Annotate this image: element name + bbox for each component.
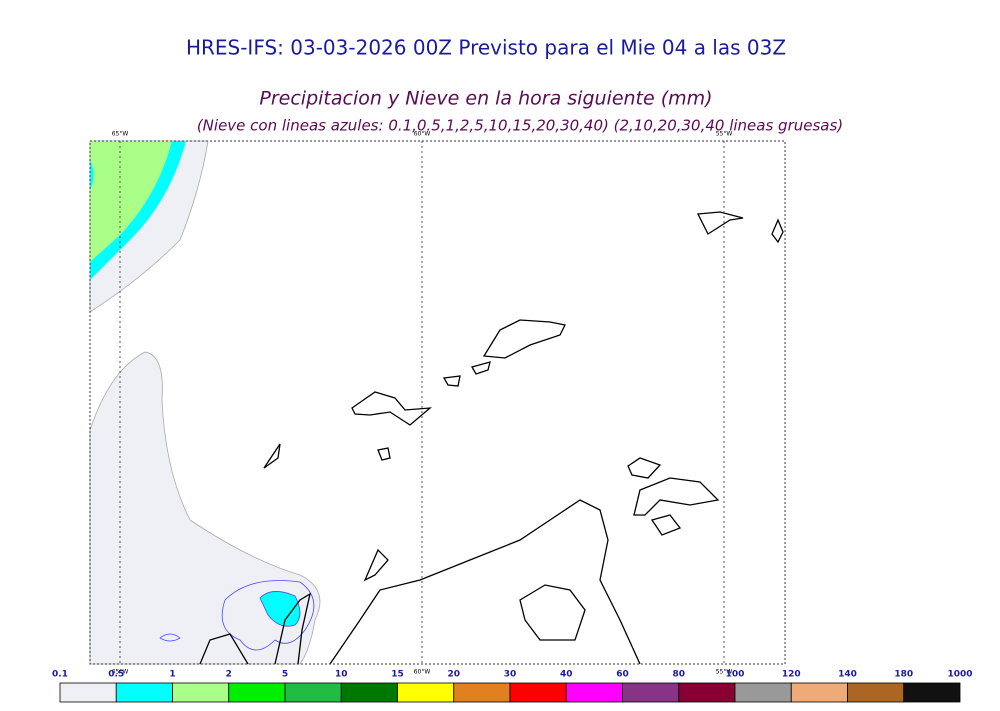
colorbar-label: 2	[226, 670, 232, 680]
meridian-label: 65°W	[112, 131, 129, 138]
note: (Nieve con lineas azules: 0.1,0.5,1,2,5,…	[197, 117, 843, 135]
colorbar-box	[228, 682, 286, 703]
colorbar-label: 0.5	[108, 670, 124, 680]
subtitle: Precipitacion y Nieve en la hora siguien…	[259, 88, 712, 110]
colorbar-box	[59, 682, 117, 703]
colorbar-label: 60	[616, 670, 629, 680]
colorbar-box	[340, 682, 398, 703]
colorbar-label: 80	[672, 670, 685, 680]
colorbar-box	[115, 682, 173, 703]
colorbar-label: 140	[838, 670, 857, 680]
colorbar: 0.1 0.5 1 2 5 10 15 20 30 40 60 80 100 120 140 180 1000	[52, 670, 973, 703]
colorbar-label: 15	[391, 670, 404, 680]
colorbar-box	[509, 682, 567, 703]
colorbar-label: 120	[782, 670, 801, 680]
colorbar-label: 1000	[947, 670, 972, 680]
colorbar-label: 5	[282, 670, 288, 680]
meridian-label: 60°W	[414, 669, 431, 676]
title: HRES-IFS: 03-03-2026 00Z Previsto para e…	[186, 36, 786, 60]
colorbar-label: 10	[335, 670, 348, 680]
meridian-label: 55°W	[716, 669, 733, 676]
colorbar-label: 100	[726, 670, 745, 680]
colorbar-box	[678, 682, 736, 703]
colorbar-box	[397, 682, 455, 703]
meridian-label: 60°W	[414, 131, 431, 138]
map: 65°W 60°W 55°W 65°W 60°W 55°W	[89, 131, 786, 676]
colorbar-box	[284, 682, 342, 703]
colorbar-label: 40	[560, 670, 573, 680]
meridian-label: 55°W	[716, 131, 733, 138]
colorbar-box	[172, 682, 230, 703]
colorbar-label: 0.1	[52, 670, 68, 680]
colorbar-label: 20	[447, 670, 460, 680]
colorbar-box	[903, 682, 961, 703]
colorbar-box	[847, 682, 905, 703]
colorbar-box	[453, 682, 511, 703]
colorbar-box	[565, 682, 623, 703]
colorbar-box	[622, 682, 680, 703]
colorbar-box	[734, 682, 792, 703]
meridian-label: 65°W	[112, 669, 129, 676]
colorbar-label: 180	[894, 670, 913, 680]
colorbar-label: 30	[504, 670, 517, 680]
colorbar-label: 1	[169, 670, 175, 680]
colorbar-box	[790, 682, 848, 703]
